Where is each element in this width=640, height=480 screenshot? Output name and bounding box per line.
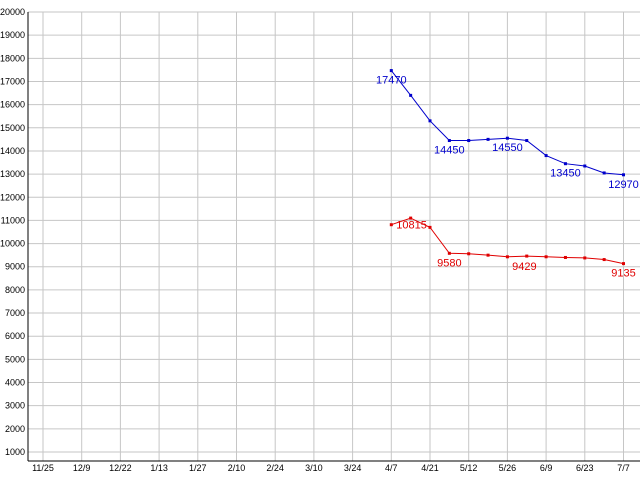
data-point-marker: [389, 69, 393, 73]
x-tick-label: 12/22: [109, 463, 132, 473]
data-point-marker: [583, 256, 587, 260]
data-point-marker: [602, 171, 606, 175]
data-point-marker: [505, 255, 509, 259]
x-tick-label: 6/9: [540, 463, 553, 473]
data-point-marker: [544, 255, 548, 259]
data-point-label: 9580: [437, 257, 461, 269]
data-point-marker: [486, 253, 490, 257]
y-tick-label: 18000: [0, 53, 25, 63]
data-point-marker: [428, 225, 432, 229]
y-tick-label: 2000: [5, 424, 25, 434]
data-point-marker: [505, 136, 509, 140]
y-tick-label: 6000: [5, 331, 25, 341]
x-tick-label: 2/24: [266, 463, 284, 473]
x-tick-label: 2/10: [228, 463, 246, 473]
x-tick-label: 7/7: [617, 463, 630, 473]
data-point-label: 14450: [434, 145, 465, 157]
data-point-marker: [544, 154, 548, 158]
axes: [27, 12, 640, 462]
y-tick-label: 15000: [0, 123, 25, 133]
y-tick-label: 7000: [5, 308, 25, 318]
data-point-marker: [602, 258, 606, 262]
data-point-marker: [525, 139, 529, 143]
data-point-marker: [447, 251, 451, 255]
data-point-marker: [583, 164, 587, 168]
x-tick-label: 5/26: [499, 463, 517, 473]
y-tick-label: 11000: [1, 215, 25, 225]
data-point-label: 9135: [611, 268, 635, 280]
data-point-marker: [409, 216, 413, 220]
x-tick-label: 3/10: [305, 463, 323, 473]
y-tick-label: 20000: [0, 7, 25, 17]
data-point-marker: [409, 93, 413, 97]
y-tick-label: 17000: [0, 76, 25, 86]
data-point-label: 12970: [608, 179, 639, 191]
y-tick-label: 5000: [5, 354, 25, 364]
data-point-label: 9429: [512, 261, 536, 273]
data-point-marker: [389, 223, 393, 227]
data-point-marker: [622, 173, 625, 177]
x-tick-label: 3/24: [344, 463, 362, 473]
y-tick-label: 3000: [5, 401, 25, 411]
gridlines: [28, 11, 640, 461]
x-tick-label: 11/25: [32, 463, 54, 473]
tick-labels: 1000 2000 3000 4000 5000 6000 7000 8000 9000 1000…: [0, 7, 630, 473]
y-tick-label: 13000: [0, 169, 25, 179]
data-point-marker: [563, 162, 567, 166]
y-tick-label: 14000: [0, 146, 25, 156]
x-tick-label: 4/21: [421, 463, 439, 473]
y-tick-label: 1000: [5, 447, 25, 457]
data-point-label: 17470: [376, 75, 407, 87]
data-point-label: 10815: [396, 220, 427, 232]
lower-red-series: 10815 9580 9429 9135: [389, 216, 636, 280]
data-point-label: 13450: [550, 168, 581, 180]
x-tick-label: 1/27: [189, 463, 207, 473]
data-point-marker: [525, 254, 529, 258]
y-tick-label: 12000: [0, 192, 25, 202]
data-point-label: 14550: [492, 142, 523, 154]
data-point-marker: [467, 139, 471, 143]
data-point-marker: [622, 262, 625, 266]
x-tick-label: 6/23: [576, 463, 594, 473]
x-tick-label: 1/13: [150, 463, 168, 473]
y-tick-label: 16000: [0, 100, 25, 110]
data-point-marker: [447, 139, 451, 143]
y-tick-label: 9000: [5, 262, 25, 272]
data-point-marker: [467, 252, 471, 256]
data-point-marker: [563, 255, 567, 259]
data-point-marker: [486, 137, 490, 141]
y-tick-label: 10000: [0, 239, 25, 249]
x-tick-label: 5/12: [460, 463, 478, 473]
data-point-marker: [428, 119, 432, 123]
upper-blue-series: 17470 14450 14550 13450 12970: [376, 69, 639, 191]
y-tick-label: 4000: [5, 378, 25, 388]
y-tick-label: 8000: [5, 285, 25, 295]
y-tick-label: 19000: [0, 30, 25, 40]
x-tick-label: 4/7: [385, 463, 398, 473]
x-tick-label: 12/9: [73, 463, 91, 473]
